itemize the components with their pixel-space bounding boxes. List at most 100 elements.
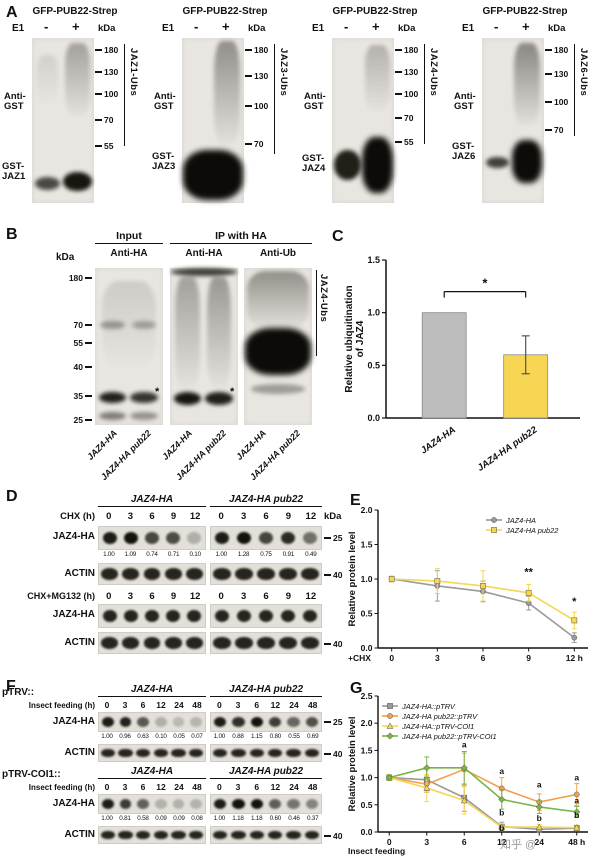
- timepoints-chx-2: 0 3 6 9 12: [218, 511, 317, 522]
- chx-decay-line-chart: 0.0 0.5 1.0 1.5 2.0 0 3 6 9 12 h +CHX Relative prot…: [347, 505, 588, 663]
- blot-title: GFP-PUB22-Strep: [332, 6, 418, 17]
- marker-130: 130: [545, 69, 568, 79]
- svg-text:1.0: 1.0: [361, 574, 373, 584]
- blot-strip-f2-jaz4ha-2: [210, 794, 322, 814]
- svg-text:b: b: [499, 823, 504, 833]
- svg-text:Relative ubiquitination: Relative ubiquitination: [344, 285, 355, 392]
- svg-text:1.0: 1.0: [367, 308, 380, 318]
- blot-ip-anti-ub: [244, 268, 312, 425]
- marker-40b: 40: [324, 831, 342, 841]
- marker-70: 70: [245, 139, 263, 149]
- svg-text:6: 6: [462, 837, 467, 847]
- lane-minus: -: [194, 19, 199, 34]
- svg-text:a: a: [537, 779, 542, 789]
- ubs-bracket: [124, 44, 125, 146]
- marker-180: 180: [395, 45, 418, 55]
- substrate-label: GST-JAZ6: [452, 141, 476, 163]
- svg-text:3: 3: [424, 837, 429, 847]
- svg-text:Insect feeding: Insect feeding: [348, 846, 405, 856]
- svg-text:JAZ4-HA pub22: JAZ4-HA pub22: [505, 526, 558, 535]
- blot-title: GFP-PUB22-Strep: [182, 6, 268, 17]
- quantification-chx-1: 1.00 1.09 0.74 0.71 0.10: [103, 551, 201, 558]
- lane-minus: -: [344, 19, 349, 34]
- svg-text:24: 24: [535, 837, 545, 847]
- svg-text:Relative protein level: Relative protein level: [347, 531, 358, 626]
- marker-100: 100: [395, 89, 418, 99]
- svg-text:0.0: 0.0: [361, 643, 373, 653]
- construct-label-ptrv-coi1: pTRV-COI1::: [2, 769, 61, 780]
- actin-row-label-f2: ACTIN: [64, 829, 95, 840]
- marker-70: 70: [30, 320, 92, 330]
- marker-130: 130: [395, 67, 418, 77]
- ubiquitination-bar-chart: 0.0 0.5 1.0 1.5 JAZ4-HA JAZ4-HA pub22 * Relativ…: [344, 255, 580, 474]
- jaz4ha-row-label: JAZ4-HA: [52, 531, 95, 542]
- blot-input-anti-ha: [95, 268, 163, 425]
- substrate-label: GST-JAZ3: [152, 151, 176, 173]
- marker-180: 180: [30, 273, 92, 283]
- blot-image-jaz4: [332, 38, 394, 203]
- panelB: B Input IP with HA Anti-HA Anti-HA Anti-…: [0, 226, 330, 488]
- svg-text:JAZ4-HA: JAZ4-HA: [505, 516, 536, 525]
- band-asterisk-2: *: [230, 386, 235, 398]
- jaz4ha-row-label-f2: JAZ4-HA: [52, 798, 95, 809]
- svg-text:1.5: 1.5: [361, 540, 373, 550]
- marker-40: 40: [30, 362, 92, 372]
- ubs-label: JAZ1-Ubs: [128, 48, 139, 97]
- svg-text:12 h: 12 h: [566, 653, 583, 663]
- lane-minus: -: [44, 19, 49, 34]
- kda-label: kDa: [398, 23, 416, 34]
- ubs-label: JAZ4-Ubs: [428, 48, 439, 97]
- panel-label-e: E: [350, 492, 361, 509]
- panel-label-g: G: [350, 680, 363, 697]
- genotype-header-2a: JAZ4-HA pub22: [210, 684, 322, 697]
- panelA-unit-jaz4: GFP-PUB22-Strep E1 - + kDa 180 130 100 7…: [302, 6, 448, 220]
- genotype-header-2b: JAZ4-HA pub22: [210, 766, 322, 779]
- svg-text:0: 0: [387, 837, 392, 847]
- marker-55: 55: [30, 338, 92, 348]
- svg-text:12: 12: [497, 837, 507, 847]
- svg-text:2.5: 2.5: [361, 691, 373, 701]
- panelD: D JAZ4-HA JAZ4-HA pub22 CHX (h) 0 3 6 9 12 0…: [0, 488, 346, 678]
- jaz4ha-row-label-2: JAZ4-HA: [52, 609, 95, 620]
- marker-130: 130: [245, 71, 268, 81]
- marker-180: 180: [95, 45, 118, 55]
- marker-55: 55: [395, 137, 413, 147]
- svg-text:0.5: 0.5: [361, 800, 373, 810]
- blot-title: GFP-PUB22-Strep: [482, 6, 568, 17]
- chx-label: CHX (h): [60, 511, 95, 522]
- svg-text:JAZ4-HA::pTRV-COI1: JAZ4-HA::pTRV-COI1: [401, 722, 474, 731]
- substrate-label: GST-JAZ4: [302, 153, 326, 175]
- svg-text:b: b: [574, 810, 579, 820]
- lane-minus: -: [494, 19, 499, 34]
- marker-130: 130: [95, 67, 118, 77]
- svg-text:3: 3: [435, 653, 440, 663]
- marker-40: 40: [324, 749, 342, 759]
- blot-image-jaz3: [182, 38, 244, 203]
- quantification-f1a: 1.00 0.96 0.63 0.10 0.05 0.07: [101, 733, 203, 740]
- marker-40b: 40: [324, 639, 342, 649]
- quantification-f2b: 1.00 1.18 1.18 0.60 0.46 0.37: [213, 815, 319, 822]
- insect-feeding-line-chart: 0.0 0.5 1.0 1.5 2.0 2.5 0 3 6 12 24 48 h Insect feed…: [347, 691, 588, 856]
- svg-text:**: **: [524, 567, 533, 579]
- panelF: F pTRV:: JAZ4-HA JAZ4-HA pub22 Insect fe…: [0, 678, 346, 850]
- band-asterisk-1: *: [155, 386, 160, 398]
- chx-mg132-label: CHX+MG132 (h): [27, 591, 95, 601]
- quantification-f2a: 1.00 0.81 0.58 0.09 0.09 0.08: [101, 815, 203, 822]
- svg-text:0.0: 0.0: [361, 827, 373, 837]
- panelC: C 0.0 0.5 1.0 1.5 JAZ4-HA JAZ4-HA pub22 * Relat…: [330, 228, 600, 486]
- substrate-label: GST-JAZ1: [2, 161, 26, 183]
- svg-text:b: b: [499, 808, 504, 818]
- blot-strip-f2-actin-1: [98, 826, 206, 844]
- lane-plus: +: [222, 19, 230, 34]
- svg-text:JAZ4-HA pub22::pTRV-COI1: JAZ4-HA pub22::pTRV-COI1: [401, 732, 497, 741]
- blot-image-jaz6: [482, 38, 544, 203]
- timepoints-mg132-1: 0 3 6 9 12: [106, 591, 201, 602]
- marker-180: 180: [545, 45, 568, 55]
- marker-55: 55: [95, 141, 113, 151]
- timepoints-f2b: 0 3 6 12 24 48: [216, 782, 318, 792]
- antibody-header-2: Anti-HA: [185, 248, 223, 259]
- marker-100: 100: [245, 101, 268, 111]
- kda-label: kDa: [548, 23, 566, 34]
- ubs-label: JAZ4-Ubs: [318, 274, 329, 323]
